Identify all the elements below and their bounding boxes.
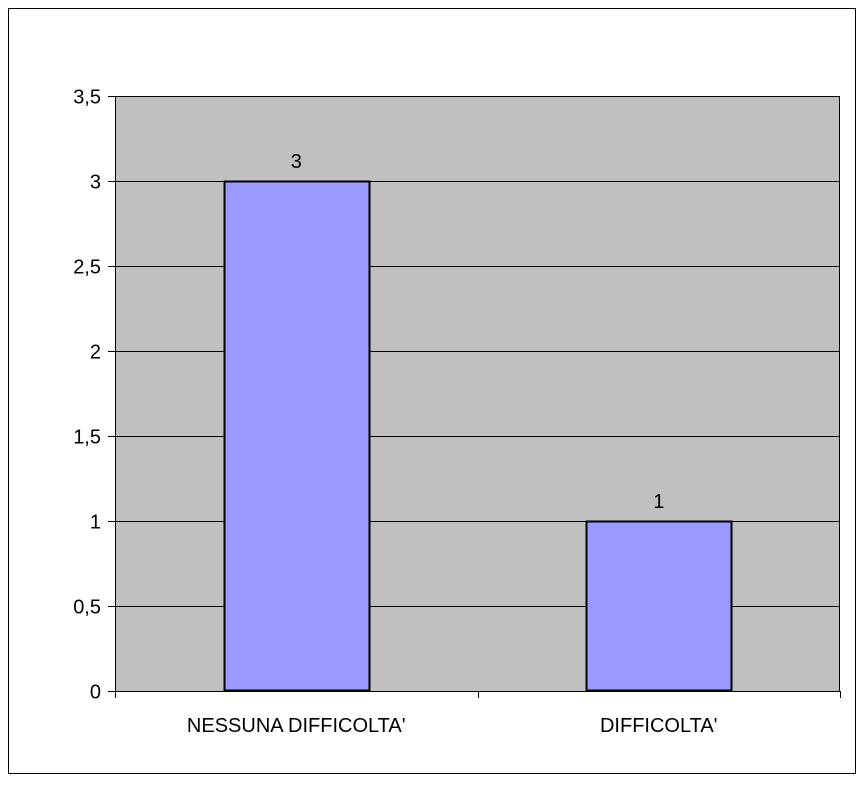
bar-data-label: 1	[653, 491, 664, 513]
y-tick-labels: 0 0,5 1 1,5 2 2,5 3 3,5	[73, 87, 101, 704]
y-tick-label: 1	[90, 512, 101, 534]
x-tick-labels: NESSUNA DIFFICOLTA' DIFFICOLTA'	[187, 715, 718, 737]
y-tick-label: 0,5	[73, 597, 101, 619]
y-tick-label: 1,5	[73, 427, 101, 449]
y-tick-label: 2,5	[73, 257, 101, 279]
x-tick-label: DIFFICOLTA'	[600, 715, 718, 737]
data-labels: 31	[291, 151, 665, 513]
y-tick-label: 3	[90, 172, 101, 194]
y-tick-label: 0	[90, 682, 101, 704]
bar	[223, 180, 371, 692]
bar-data-label: 3	[291, 151, 302, 173]
x-tick-label: NESSUNA DIFFICOLTA'	[187, 715, 406, 737]
bar	[585, 520, 733, 692]
y-tick-label: 3,5	[73, 87, 101, 109]
y-tick-label: 2	[90, 342, 101, 364]
bars	[223, 180, 733, 692]
axes	[108, 96, 841, 698]
